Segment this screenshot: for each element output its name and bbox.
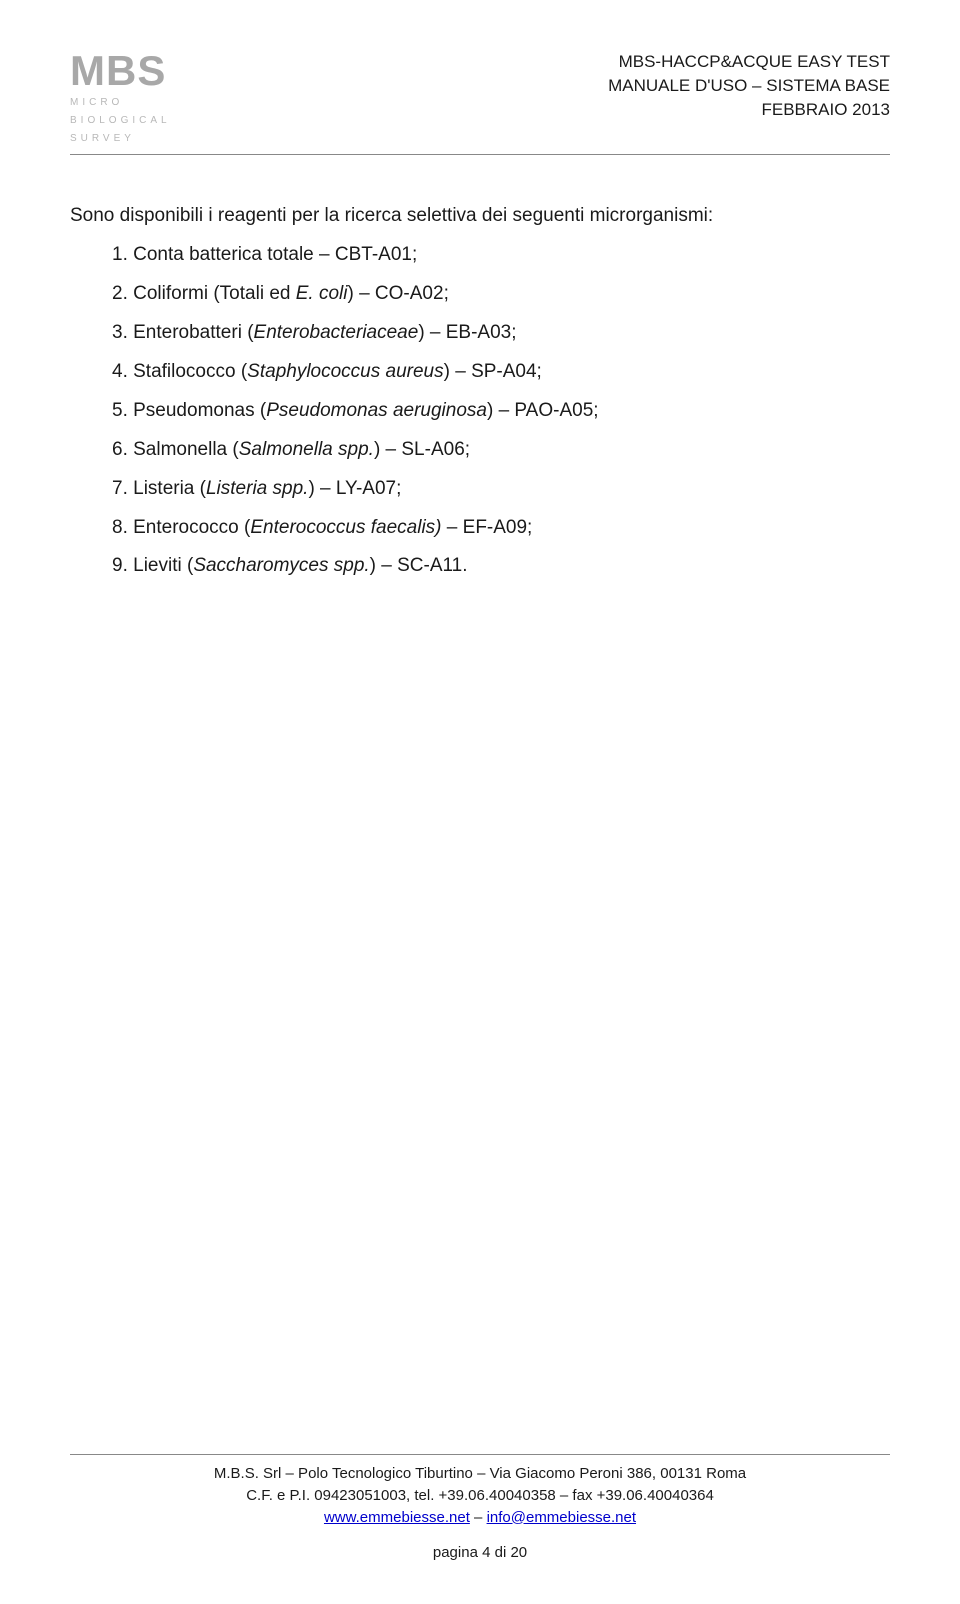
item-text-pre: Salmonella ( — [133, 439, 239, 460]
footer-link-web[interactable]: www.emmebiesse.net — [324, 1509, 470, 1526]
item-text-post: ) – PAO-A05; — [487, 400, 599, 421]
header-title-2: MANUALE D'USO – SISTEMA BASE — [608, 74, 890, 98]
logo-main-text: MBS — [70, 50, 171, 92]
logo-sub-1: MICRO — [70, 95, 171, 110]
footer-address: M.B.S. Srl – Polo Tecnologico Tiburtino … — [70, 1463, 890, 1485]
item-text-pre: Pseudomonas ( — [133, 400, 266, 421]
item-text-pre: Lieviti ( — [133, 555, 193, 576]
item-species-italic: Saccharomyces spp. — [193, 555, 369, 576]
item-text-pre: Coliformi (Totali ed — [133, 283, 296, 304]
footer-link-sep: – — [470, 1509, 487, 1526]
item-species-italic: E. coli — [296, 283, 348, 304]
item-text-pre: Enterobatteri ( — [133, 322, 253, 343]
list-item: 5. Pseudomonas (Pseudomonas aeruginosa) … — [70, 392, 890, 431]
item-species-italic: Staphylococcus aureus — [247, 361, 443, 382]
item-number: 6. — [112, 439, 133, 460]
logo-sub-2: BIOLOGICAL — [70, 113, 171, 128]
item-text-post: ) – SL-A06; — [374, 439, 470, 460]
item-text-post: ) – CO-A02; — [347, 283, 448, 304]
list-item: 1. Conta batterica totale – CBT-A01; — [70, 236, 890, 275]
list-item: 3. Enterobatteri (Enterobacteriaceae) – … — [70, 314, 890, 353]
item-number: 7. — [112, 478, 133, 499]
item-text-pre: Conta batterica totale – CBT-A01; — [133, 244, 417, 265]
footer-divider — [70, 1454, 890, 1455]
list-item: 8. Enterococco (Enterococcus faecalis) –… — [70, 509, 890, 548]
item-text-post: ) – EB-A03; — [418, 322, 516, 343]
page-header: MBS MICRO BIOLOGICAL SURVEY MBS-HACCP&AC… — [70, 50, 890, 155]
item-text-post: – EF-A09; — [442, 517, 533, 538]
item-text-pre: Enterococco ( — [133, 517, 250, 538]
item-species-italic: Salmonella spp. — [239, 439, 374, 460]
item-species-italic: Listeria spp. — [206, 478, 308, 499]
header-right-block: MBS-HACCP&ACQUE EASY TEST MANUALE D'USO … — [608, 50, 890, 121]
list-item: 7. Listeria (Listeria spp.) – LY-A07; — [70, 470, 890, 509]
item-species-italic: Enterobacteriaceae — [254, 322, 419, 343]
logo-sub-3: SURVEY — [70, 131, 171, 146]
footer-links: www.emmebiesse.net – info@emmebiesse.net — [70, 1507, 890, 1529]
footer-contact: C.F. e P.I. 09423051003, tel. +39.06.400… — [70, 1485, 890, 1507]
item-text-pre: Stafilococco ( — [133, 361, 247, 382]
main-content: Sono disponibili i reagenti per la ricer… — [70, 197, 890, 586]
item-species-italic: Pseudomonas aeruginosa — [266, 400, 487, 421]
list-item: 9. Lieviti (Saccharomyces spp.) – SC-A11… — [70, 547, 890, 586]
item-number: 1. — [112, 244, 133, 265]
page-footer: M.B.S. Srl – Polo Tecnologico Tiburtino … — [70, 1454, 890, 1564]
item-number: 5. — [112, 400, 133, 421]
item-species-italic: Enterococcus faecalis) — [250, 517, 441, 538]
item-number: 3. — [112, 322, 133, 343]
item-text-post: ) – SP-A04; — [444, 361, 542, 382]
item-number: 4. — [112, 361, 133, 382]
reagent-list: 1. Conta batterica totale – CBT-A01;2. C… — [70, 236, 890, 586]
footer-link-email[interactable]: info@emmebiesse.net — [487, 1509, 636, 1526]
item-number: 2. — [112, 283, 133, 304]
list-item: 6. Salmonella (Salmonella spp.) – SL-A06… — [70, 431, 890, 470]
list-item: 2. Coliformi (Totali ed E. coli) – CO-A0… — [70, 275, 890, 314]
item-number: 8. — [112, 517, 133, 538]
logo: MBS MICRO BIOLOGICAL SURVEY — [70, 50, 171, 146]
page-number: pagina 4 di 20 — [70, 1542, 890, 1564]
header-title-1: MBS-HACCP&ACQUE EASY TEST — [608, 50, 890, 74]
header-title-3: FEBBRAIO 2013 — [608, 98, 890, 122]
item-text-post: ) – LY-A07; — [308, 478, 401, 499]
item-text-pre: Listeria ( — [133, 478, 206, 499]
item-text-post: ) – SC-A11. — [370, 555, 468, 576]
item-number: 9. — [112, 555, 133, 576]
list-item: 4. Stafilococco (Staphylococcus aureus) … — [70, 353, 890, 392]
intro-text: Sono disponibili i reagenti per la ricer… — [70, 197, 890, 236]
